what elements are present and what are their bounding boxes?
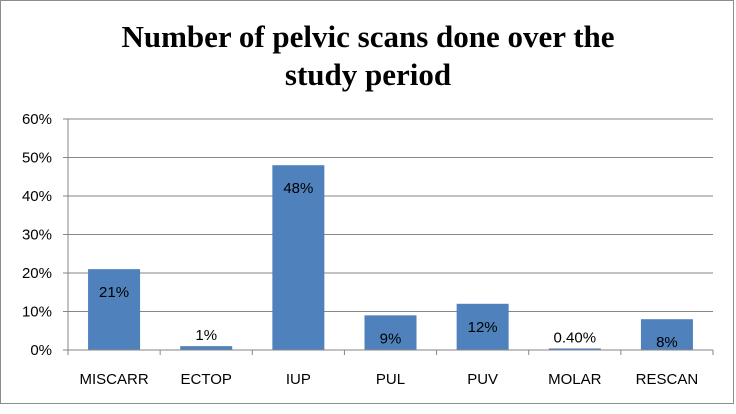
- y-tick-label: 50%: [22, 150, 52, 167]
- bar: [180, 346, 233, 350]
- bar: [640, 319, 693, 350]
- data-label: 0.40%: [554, 329, 597, 346]
- x-category-label: MOLAR: [548, 371, 602, 388]
- data-label: 21%: [99, 284, 129, 301]
- gridlines: [68, 118, 713, 312]
- data-label: 12%: [468, 319, 498, 336]
- bar: [548, 348, 601, 350]
- axes: [63, 118, 714, 355]
- data-label: 9%: [380, 330, 402, 347]
- data-labels: 21% 1% 48% 9% 12% 0.40% 8%: [99, 180, 678, 351]
- data-label: 48%: [283, 180, 313, 197]
- x-category-label: PUV: [467, 371, 498, 388]
- y-tick-labels: 0% 10% 20% 30% 40% 50% 60%: [22, 111, 52, 359]
- x-category-labels: MISCARR ECTOP IUP PUL PUV MOLAR RESCAN: [79, 371, 698, 388]
- bar: [88, 269, 141, 350]
- x-category-label: IUP: [286, 371, 311, 388]
- x-category-label: MISCARR: [79, 371, 148, 388]
- chart-title: Number of pelvic scans done over the stu…: [0, 18, 736, 94]
- bar: [456, 303, 509, 350]
- chart-title-line-2: study period: [284, 57, 452, 92]
- bar: [364, 315, 417, 350]
- bars: [88, 165, 693, 350]
- data-label: 1%: [195, 327, 217, 344]
- chart-title-line-1: Number of pelvic scans done over the: [121, 19, 615, 54]
- y-tick-label: 20%: [22, 265, 52, 282]
- bar: [272, 165, 325, 350]
- y-tick-label: 10%: [22, 304, 52, 321]
- x-category-label: ECTOP: [181, 371, 232, 388]
- x-category-label: RESCAN: [636, 371, 699, 388]
- y-tick-label: 60%: [22, 111, 52, 128]
- y-tick-label: 40%: [22, 188, 52, 205]
- y-tick-label: 0%: [30, 342, 52, 359]
- data-label: 8%: [656, 334, 678, 351]
- x-category-label: PUL: [376, 371, 405, 388]
- y-tick-label: 30%: [22, 227, 52, 244]
